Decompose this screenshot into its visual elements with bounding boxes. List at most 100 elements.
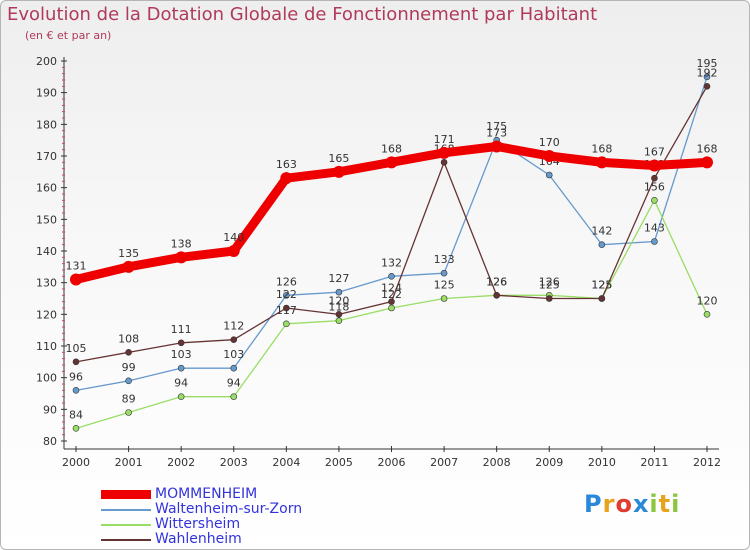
y-tick-label: 180 — [36, 118, 57, 131]
data-point — [598, 295, 606, 302]
data-point — [651, 197, 658, 204]
data-point — [598, 241, 606, 248]
data-label: 118 — [328, 301, 349, 314]
data-point — [703, 311, 711, 318]
data-label: 165 — [328, 152, 349, 165]
data-label: 168 — [591, 142, 612, 155]
data-point — [283, 292, 290, 299]
series-line-Waltenheim-sur-Zorn — [75, 76, 708, 391]
data-point — [648, 159, 661, 172]
data-label: 126 — [276, 275, 297, 288]
data-label: 168 — [697, 142, 718, 155]
data-point — [125, 377, 132, 385]
data-label: 163 — [276, 158, 297, 171]
data-label: 170 — [539, 136, 560, 149]
data-point — [72, 358, 80, 366]
data-label: 133 — [434, 253, 455, 266]
x-tick-label: 2004 — [272, 456, 300, 469]
y-tick-label: 200 — [36, 55, 57, 68]
x-tick-label: 2008 — [483, 456, 511, 469]
legend-swatch — [101, 490, 151, 499]
legend: MOMMENHEIM Waltenheim-sur-Zorn Wittersheim… — [101, 486, 401, 547]
legend-item: MOMMENHEIM — [101, 486, 401, 502]
data-point — [335, 311, 343, 318]
data-label: 131 — [66, 260, 87, 273]
brand-logo: Proxiti — [584, 490, 681, 518]
x-tick-label: 2001 — [115, 456, 143, 469]
data-label: 175 — [486, 120, 507, 133]
data-label: 120 — [697, 294, 718, 307]
data-label: 171 — [434, 133, 455, 146]
data-point — [701, 156, 713, 169]
data-label: 167 — [644, 146, 665, 159]
data-point — [125, 409, 132, 416]
data-point — [332, 165, 345, 178]
data-point — [335, 317, 343, 324]
data-label: 94 — [174, 377, 188, 390]
data-label: 192 — [697, 66, 718, 79]
x-tick-label: 2006 — [378, 456, 406, 469]
data-point — [72, 425, 80, 432]
data-label: 126 — [486, 275, 507, 288]
data-label: 125 — [539, 279, 560, 292]
legend-label: Wittersheim — [155, 516, 241, 532]
data-label: 94 — [227, 377, 241, 390]
data-point — [283, 304, 290, 312]
data-point — [177, 364, 185, 372]
data-point — [545, 171, 553, 179]
data-point — [385, 156, 398, 169]
data-label: 135 — [118, 247, 139, 260]
data-point — [388, 273, 395, 280]
data-label: 127 — [328, 272, 349, 285]
data-label: 108 — [118, 332, 139, 345]
y-tick-label: 100 — [36, 372, 57, 385]
data-point — [175, 251, 188, 264]
data-label: 122 — [276, 288, 297, 301]
data-point — [70, 273, 82, 286]
x-tick-label: 2012 — [693, 456, 721, 469]
y-tick-label: 140 — [36, 245, 57, 258]
data-point — [440, 295, 448, 302]
data-label: 89 — [122, 393, 136, 406]
data-point — [545, 295, 553, 302]
x-tick-label: 2011 — [640, 456, 668, 469]
data-label: 122 — [381, 288, 402, 301]
data-label: 124 — [381, 282, 402, 295]
data-point — [493, 292, 500, 299]
y-tick-label: 120 — [36, 308, 57, 321]
data-point — [230, 364, 238, 372]
legend-label: Waltenheim-sur-Zorn — [155, 501, 303, 517]
data-point — [72, 387, 80, 394]
legend-swatch — [101, 524, 151, 526]
data-label: 125 — [434, 279, 455, 292]
data-point — [388, 298, 395, 305]
legend-item: Wittersheim — [101, 516, 401, 532]
data-point — [440, 269, 448, 277]
data-point — [125, 349, 132, 356]
data-label: 138 — [171, 237, 192, 250]
data-label: 96 — [69, 370, 83, 383]
legend-swatch — [101, 509, 151, 511]
x-tick-label: 2010 — [588, 456, 616, 469]
data-point — [230, 336, 238, 343]
x-tick-label: 2002 — [167, 456, 195, 469]
legend-label: MOMMENHEIM — [155, 486, 258, 502]
data-label: 126 — [486, 275, 507, 288]
data-label: 168 — [381, 142, 402, 155]
data-label: 142 — [591, 225, 612, 238]
data-point — [177, 393, 185, 400]
y-tick-label: 190 — [36, 87, 57, 100]
data-label: 140 — [223, 231, 244, 244]
data-point — [440, 159, 448, 166]
legend-item: Wahlenheim — [101, 531, 401, 547]
data-label: 111 — [171, 323, 192, 336]
data-point — [438, 146, 451, 159]
y-tick-label: 90 — [43, 403, 57, 416]
data-label: 120 — [328, 294, 349, 307]
data-label: 125 — [591, 279, 612, 292]
chart-title: Evolution de la Dotation Globale de Fonc… — [7, 4, 598, 25]
data-point — [283, 320, 290, 328]
data-point — [230, 393, 238, 400]
series-line-Wittersheim — [75, 199, 708, 429]
